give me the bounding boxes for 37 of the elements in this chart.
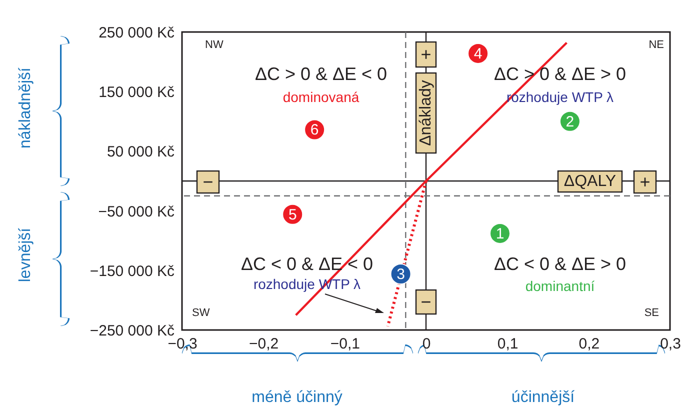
- annotation: NW: [205, 39, 224, 51]
- annotation: 3: [396, 266, 405, 283]
- annotation: SW: [192, 307, 210, 319]
- y-tick-label: 150 000 Kč: [98, 84, 175, 102]
- annotation: SE: [644, 307, 659, 319]
- annotation: 1: [496, 225, 504, 242]
- annotation: ΔC < 0 & ΔE < 0: [240, 254, 374, 274]
- text: méně účinný: [252, 389, 342, 406]
- annotation: −: [420, 292, 432, 312]
- annotation: ΔC < 0 & ΔE > 0: [494, 254, 626, 274]
- annotation: +: [420, 44, 432, 64]
- annotation: 5: [288, 206, 297, 224]
- text: levnější: [17, 227, 34, 282]
- x-axis-title: ΔQALY: [564, 173, 616, 190]
- y-tick-label: −50 000 Kč: [98, 203, 175, 220]
- text: nákladnější: [17, 66, 34, 148]
- annotation: dominantní: [525, 278, 595, 294]
- annotation: ΔC > 0 & ΔE > 0: [494, 64, 626, 84]
- annotation: dominovaná: [282, 89, 360, 105]
- y-axis-title: Δnáklady: [418, 80, 434, 146]
- y-tick-label: −150 000 Kč: [90, 262, 175, 280]
- x-tick-label: 0: [422, 336, 431, 352]
- annotation: 4: [474, 45, 482, 62]
- annotation: 2: [566, 113, 574, 130]
- y-tick-label: 50 000 Kč: [106, 144, 175, 161]
- x-tick-label: −0,2: [249, 336, 279, 352]
- annotation: +: [640, 172, 650, 192]
- y-tick-label: 250 000 Kč: [98, 24, 175, 42]
- x-tick-label: −0,1: [330, 336, 360, 352]
- text: účinnější: [511, 389, 576, 406]
- annotation: −: [202, 172, 214, 192]
- annotation: 6: [310, 122, 319, 139]
- x-tick-label: 0,1: [497, 336, 518, 352]
- x-tick-label: 0,2: [578, 336, 600, 352]
- annotation: ΔC > 0 & ΔE < 0: [254, 64, 388, 84]
- annotation: NE: [648, 39, 664, 51]
- x-tick-label: 0,3: [660, 336, 681, 352]
